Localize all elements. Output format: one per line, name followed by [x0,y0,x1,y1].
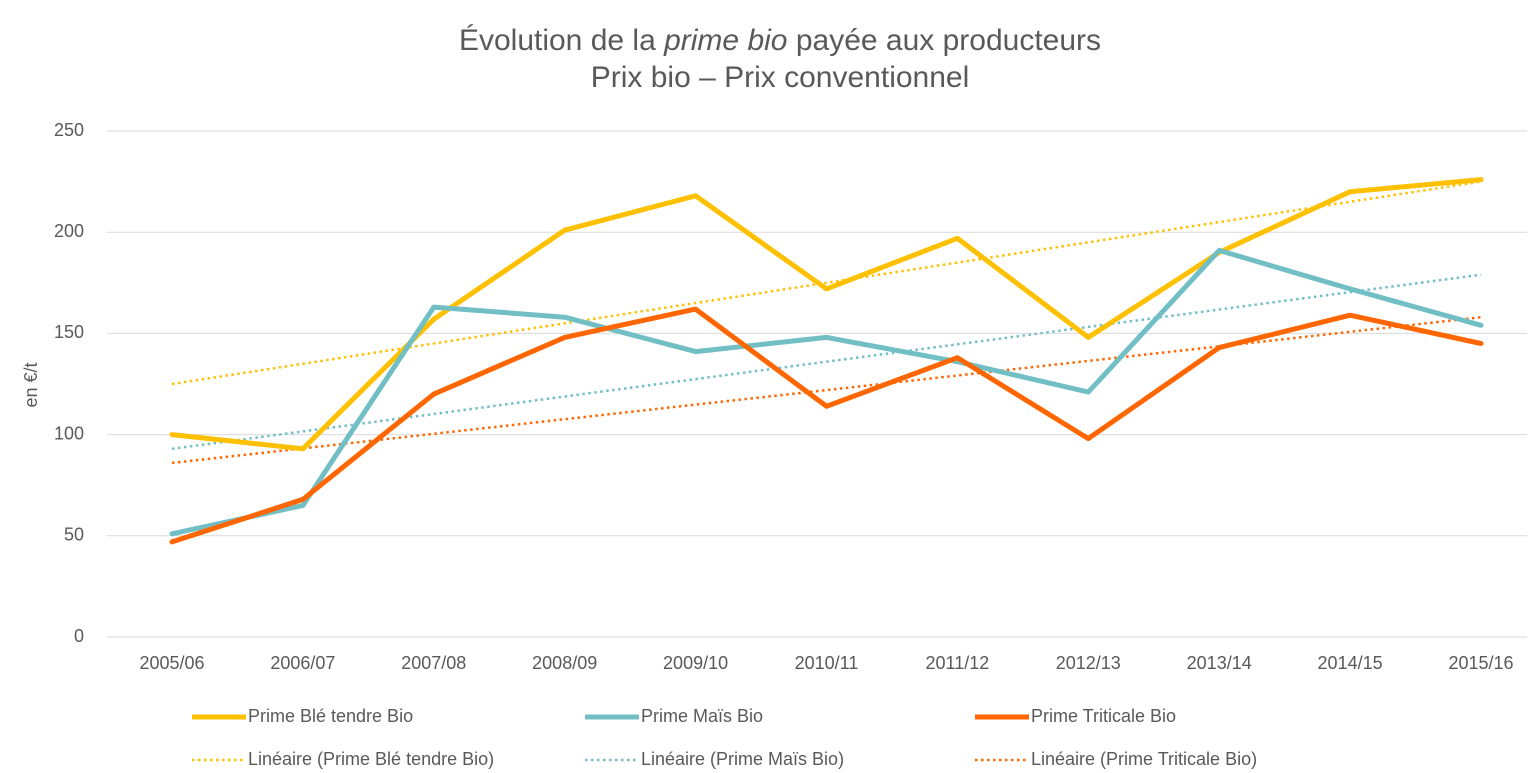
legend-label: Prime Blé tendre Bio [248,706,413,726]
x-tick-label: 2005/06 [139,653,204,673]
title-part: prime bio [663,24,787,57]
x-tick-label: 2011/12 [926,653,990,673]
y-tick-label: 100 [54,423,84,443]
legend-label: Linéaire (Prime Maïs Bio) [641,749,844,769]
title-part: Évolution de la [459,24,664,57]
trend-line [171,180,1482,386]
x-tick-label: 2014/15 [1318,653,1383,673]
chart-title: Évolution de la prime bio payée aux prod… [459,24,1101,57]
x-tick-label: 2006/07 [270,653,335,673]
series-line [169,247,1484,537]
series-line [169,177,1484,452]
x-tick-label: 2009/10 [663,653,728,673]
x-tick-label: 2013/14 [1187,653,1252,673]
title-part: payée aux producteurs [787,24,1101,57]
x-tick-label: 2007/08 [401,653,466,673]
x-tick-label: 2012/13 [1056,653,1121,673]
x-tick-label: 2008/09 [532,653,597,673]
legend-label: Linéaire (Prime Blé tendre Bio) [248,749,494,769]
y-tick-label: 150 [54,322,84,342]
legend-label: Prime Triticale Bio [1031,706,1176,726]
x-tick-label: 2015/16 [1448,653,1513,673]
y-tick-label: 50 [64,525,84,545]
legend-label: Linéaire (Prime Triticale Bio) [1031,749,1257,769]
x-tick-label: 2010/11 [795,653,859,673]
y-tick-label: 200 [54,221,84,241]
series-line [169,306,1484,545]
y-tick-label: 250 [54,120,84,140]
trend-line [171,273,1482,451]
legend-label: Prime Maïs Bio [641,706,763,726]
y-tick-label: 0 [74,626,84,646]
y-axis-label: en €/t [21,362,41,407]
chart-subtitle: Prix bio – Prix conventionnel [591,61,970,94]
